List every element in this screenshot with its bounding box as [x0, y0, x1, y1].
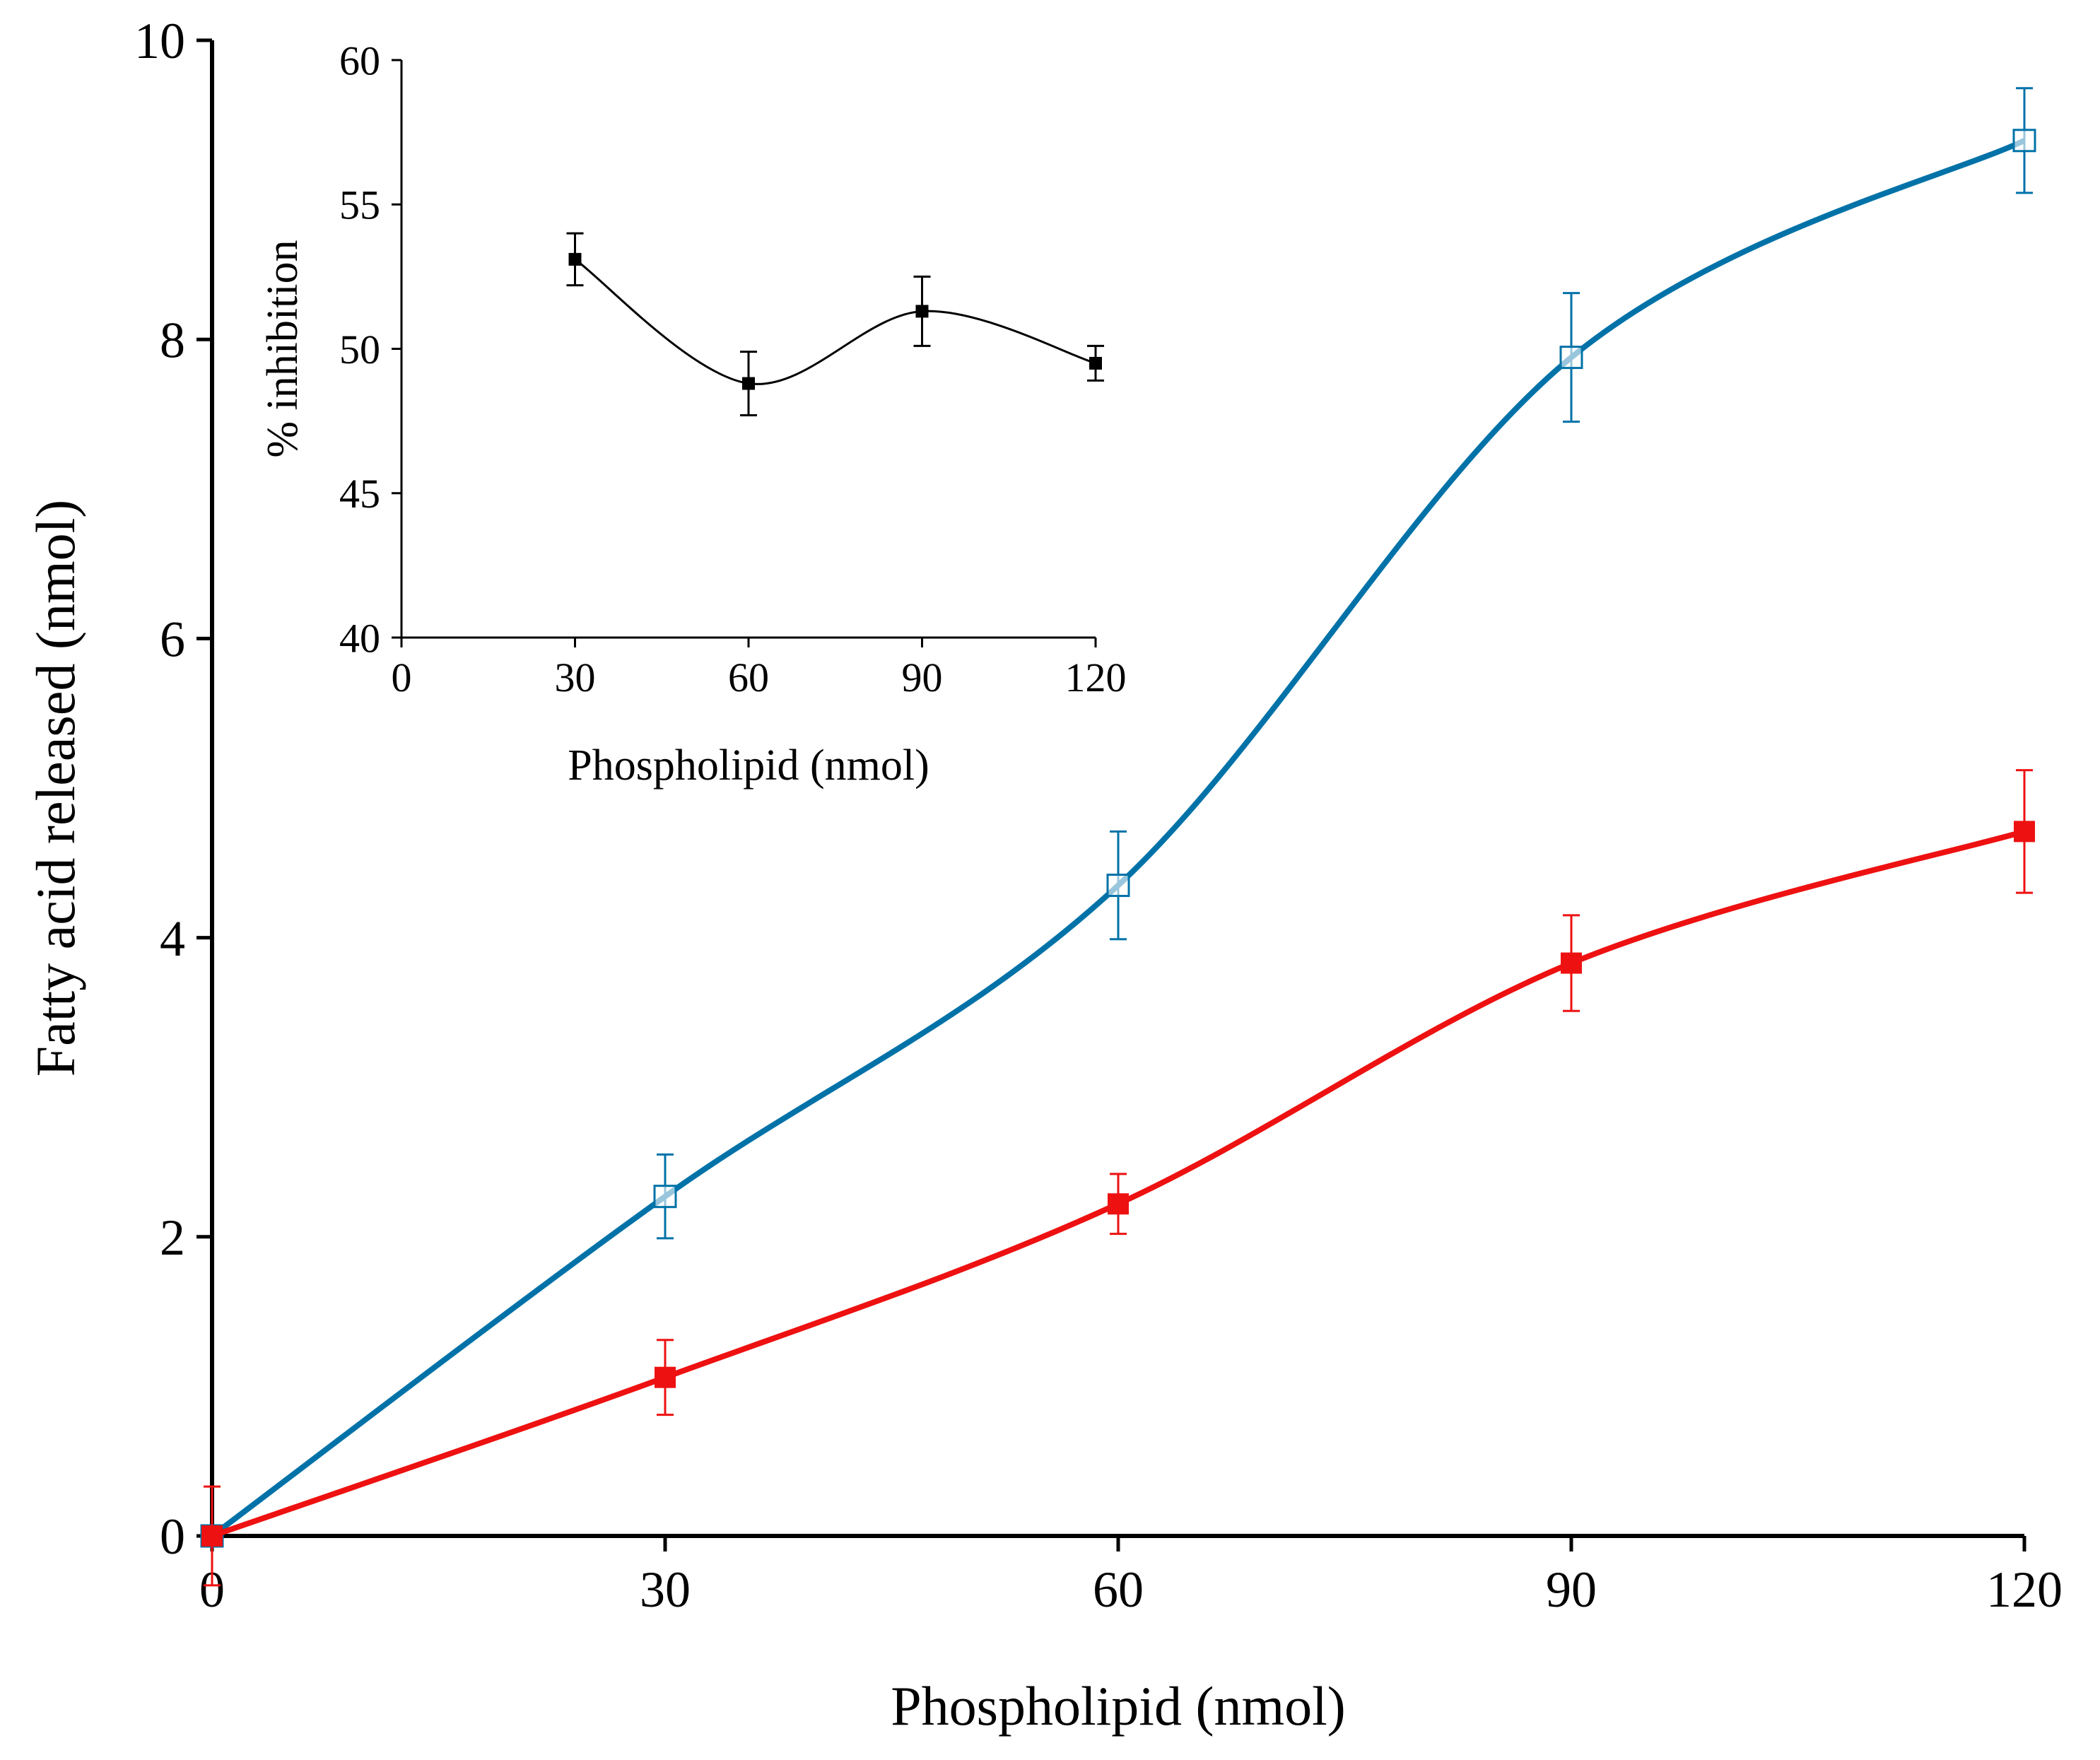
main-y-tick-label: 0: [160, 1508, 185, 1565]
inset-series-1-point: [742, 377, 755, 390]
inset-y-tick-label: 45: [339, 471, 380, 517]
main-y-tick-label: 2: [160, 1209, 185, 1266]
inset-chart: 40 45 50 55 60 0 30 60 90 120 Phospholipid (nmol)%…: [259, 37, 1127, 790]
main-chart: 0 2 4 6 8 10 0 30 60 90 120 Phospholipid (nmol) Fatt…: [25, 13, 2063, 1737]
main-y-tick-label: 8: [160, 312, 185, 368]
main-y-tick-label: 10: [134, 13, 185, 69]
main-series-1-point: [1106, 874, 1130, 898]
main-y-tick-label: 4: [160, 910, 185, 967]
main-y-tick-label: 6: [160, 611, 185, 668]
main-x-axis-title: Phospholipid (nmol): [891, 1675, 1346, 1737]
main-series-1-point: [1559, 346, 1583, 370]
main-x-tick-label: 60: [1093, 1561, 1144, 1618]
main-x-tick-label: 120: [1986, 1561, 2063, 1618]
main-series-2-point: [1108, 1193, 1129, 1215]
main-series-2-point: [201, 1525, 223, 1547]
inset-x-tick-label: 60: [728, 655, 769, 700]
inset-x-tick-label: 90: [902, 655, 943, 700]
inset-series-1-line: [574, 258, 1096, 385]
main-y-axis-title: Fatty acid released (nmol): [25, 500, 86, 1077]
inset-series-1-point: [1089, 356, 1102, 370]
inset-y-tick-label: 40: [339, 615, 380, 661]
inset-x-axis-title: Phospholipid (nmol): [568, 741, 929, 790]
inset-y-axis-title: % inhibition: [259, 240, 307, 457]
inset-y-tick-label: 60: [339, 37, 380, 83]
inset-x-tick-label: 0: [392, 655, 412, 700]
main-series-2-point: [2014, 821, 2035, 843]
main-series-2-point: [655, 1366, 676, 1388]
main-x-tick-label: 90: [1546, 1561, 1597, 1618]
main-series-1-point: [653, 1185, 677, 1209]
inset-series-1-point: [915, 305, 929, 318]
main-series-1-point: [2012, 129, 2036, 153]
inset-y-tick-label: 50: [339, 327, 380, 372]
inset-y-tick-label: 55: [339, 182, 380, 228]
main-series-2-point: [1561, 952, 1582, 974]
inset-x-tick-label: 30: [555, 655, 596, 700]
inset-series-1-point: [568, 252, 582, 266]
main-x-tick-label: 30: [640, 1561, 691, 1618]
inset-x-tick-label: 120: [1065, 655, 1127, 700]
